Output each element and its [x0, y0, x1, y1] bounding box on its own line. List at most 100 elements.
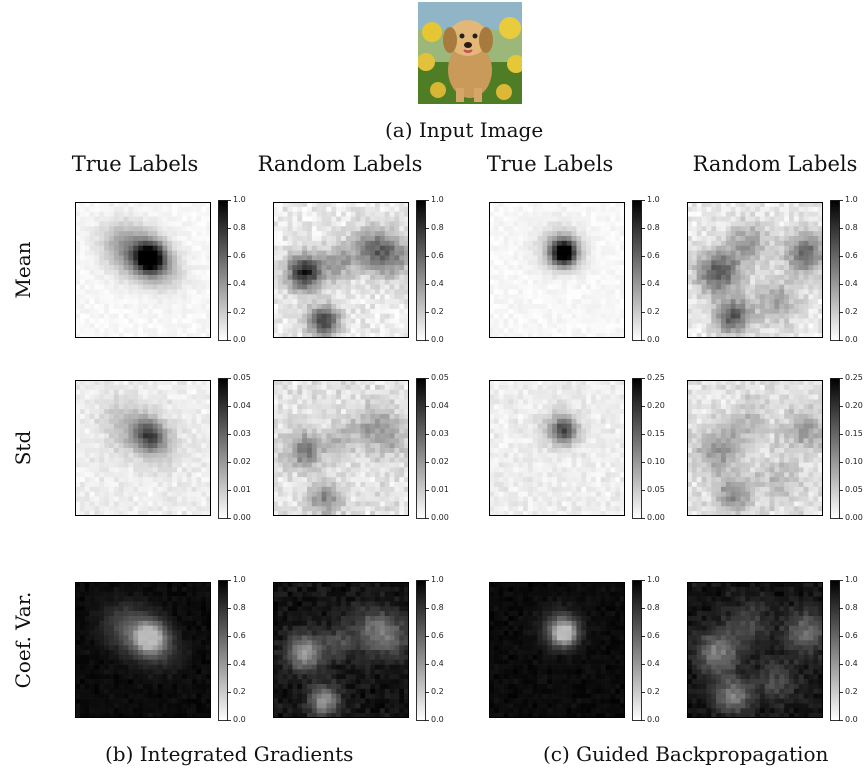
colorbar-tick-label: 1.0 — [647, 575, 660, 584]
colorbar-tick-label: 0.0 — [647, 715, 660, 724]
colorbar-tick-label: 1.0 — [233, 195, 246, 204]
heatmap-coef-gb-random — [687, 582, 823, 718]
colorbar-tick-label: 0.00 — [431, 513, 449, 522]
colorbar-tick-label: 0.8 — [233, 223, 246, 232]
colorbar-tick-label: 0.15 — [647, 429, 665, 438]
heatmap-std-ig-true — [75, 380, 211, 516]
colorbar-tick-label: 0.05 — [845, 485, 863, 494]
colorbar-tick-label: 0.0 — [845, 715, 858, 724]
colorbar-tick-label: 0.6 — [233, 251, 246, 260]
colorbar-tick-label: 0.25 — [647, 373, 665, 382]
colorbar-tick-label: 0.4 — [431, 279, 444, 288]
column-header-true-labels-gb: True Labels — [486, 152, 614, 176]
colorbar-tick-label: 1.0 — [233, 575, 246, 584]
colorbar-tick-label: 0.0 — [431, 335, 444, 344]
heatmap-coef-ig-random — [273, 582, 409, 718]
colorbar-tick-label: 0.05 — [233, 373, 251, 382]
colorbar-tick-label: 0.0 — [845, 335, 858, 344]
colorbar-tick-label: 0.01 — [431, 485, 449, 494]
input-image — [418, 2, 522, 104]
heatmap-std-gb-true — [489, 380, 625, 516]
colorbar-tick-label: 0.8 — [233, 603, 246, 612]
heatmap-coef-gb-true — [489, 582, 625, 718]
row-header-std: Std — [11, 430, 35, 466]
colorbar-tick-label: 0.01 — [233, 485, 251, 494]
colorbar-tick-label: 0.8 — [845, 603, 858, 612]
colorbar-tick-label: 0.4 — [647, 659, 660, 668]
colorbar-tick-label: 0.25 — [845, 373, 863, 382]
input-image-caption: (a) Input Image — [385, 118, 544, 142]
colorbar-coef-gb-random — [830, 580, 843, 721]
colorbar-tick-label: 0.4 — [233, 279, 246, 288]
colorbar-tick-label: 0.0 — [431, 715, 444, 724]
colorbar-tick-label: 1.0 — [845, 575, 858, 584]
colorbar-tick-label: 0.05 — [431, 373, 449, 382]
colorbar-tick-label: 0.8 — [845, 223, 858, 232]
colorbar-tick-label: 1.0 — [431, 575, 444, 584]
colorbar-tick-label: 0.0 — [233, 715, 246, 724]
colorbar-tick-label: 0.2 — [431, 687, 444, 696]
heatmap-mean-ig-random — [273, 202, 409, 338]
colorbar-tick-label: 0.00 — [233, 513, 251, 522]
colorbar-tick-label: 0.15 — [845, 429, 863, 438]
colorbar-tick-label: 0.0 — [647, 335, 660, 344]
column-header-true-labels-ig: True Labels — [71, 152, 199, 176]
colorbar-tick-label: 0.00 — [647, 513, 665, 522]
colorbar-tick-label: 0.8 — [431, 603, 444, 612]
colorbar-tick-label: 0.2 — [431, 307, 444, 316]
colorbar-tick-label: 0.8 — [647, 603, 660, 612]
colorbar-tick-label: 0.03 — [233, 429, 251, 438]
heatmap-mean-gb-random — [687, 202, 823, 338]
colorbar-tick-label: 0.20 — [647, 401, 665, 410]
colorbar-tick-label: 0.6 — [845, 251, 858, 260]
heatmap-mean-ig-true — [75, 202, 211, 338]
colorbar-tick-label: 0.6 — [431, 631, 444, 640]
heatmap-mean-gb-true — [489, 202, 625, 338]
row-header-coef-var: Coef. Var. — [11, 591, 35, 689]
colorbar-tick-label: 0.10 — [845, 457, 863, 466]
heatmap-coef-ig-true — [75, 582, 211, 718]
colorbar-std-ig-random — [416, 378, 429, 519]
colorbar-tick-label: 0.04 — [233, 401, 251, 410]
colorbar-tick-label: 0.4 — [647, 279, 660, 288]
colorbar-coef-ig-random — [416, 580, 429, 721]
colorbar-tick-label: 0.03 — [431, 429, 449, 438]
colorbar-tick-label: 0.2 — [233, 687, 246, 696]
colorbar-std-gb-random — [830, 378, 843, 519]
colorbar-tick-label: 0.4 — [431, 659, 444, 668]
heatmap-std-gb-random — [687, 380, 823, 516]
column-header-random-labels-gb: Random Labels — [692, 152, 858, 176]
colorbar-tick-label: 0.0 — [233, 335, 246, 344]
colorbar-tick-label: 0.20 — [845, 401, 863, 410]
colorbar-tick-label: 0.8 — [431, 223, 444, 232]
row-header-mean: Mean — [11, 241, 35, 299]
colorbar-std-ig-true — [218, 378, 231, 519]
colorbar-tick-label: 0.6 — [233, 631, 246, 640]
colorbar-tick-label: 0.4 — [845, 659, 858, 668]
colorbar-std-gb-true — [632, 378, 645, 519]
colorbar-tick-label: 0.00 — [845, 513, 863, 522]
heatmap-std-ig-random — [273, 380, 409, 516]
colorbar-tick-label: 0.2 — [845, 307, 858, 316]
colorbar-mean-gb-random — [830, 200, 843, 341]
colorbar-tick-label: 0.6 — [647, 631, 660, 640]
colorbar-tick-label: 0.04 — [431, 401, 449, 410]
colorbar-tick-label: 0.8 — [647, 223, 660, 232]
colorbar-tick-label: 0.02 — [233, 457, 251, 466]
colorbar-tick-label: 0.4 — [845, 279, 858, 288]
colorbar-tick-label: 0.02 — [431, 457, 449, 466]
colorbar-tick-label: 1.0 — [647, 195, 660, 204]
colorbar-tick-label: 0.05 — [647, 485, 665, 494]
colorbar-mean-gb-true — [632, 200, 645, 341]
colorbar-tick-label: 0.2 — [233, 307, 246, 316]
colorbar-tick-label: 0.2 — [845, 687, 858, 696]
colorbar-tick-label: 0.2 — [647, 307, 660, 316]
colorbar-tick-label: 0.6 — [647, 251, 660, 260]
colorbar-tick-label: 0.2 — [647, 687, 660, 696]
colorbar-tick-label: 1.0 — [431, 195, 444, 204]
colorbar-mean-ig-true — [218, 200, 231, 341]
colorbar-coef-gb-true — [632, 580, 645, 721]
caption-guided-backprop: (c) Guided Backpropagation — [543, 742, 829, 766]
colorbar-tick-label: 0.6 — [845, 631, 858, 640]
caption-integrated-gradients: (b) Integrated Gradients — [105, 742, 354, 766]
